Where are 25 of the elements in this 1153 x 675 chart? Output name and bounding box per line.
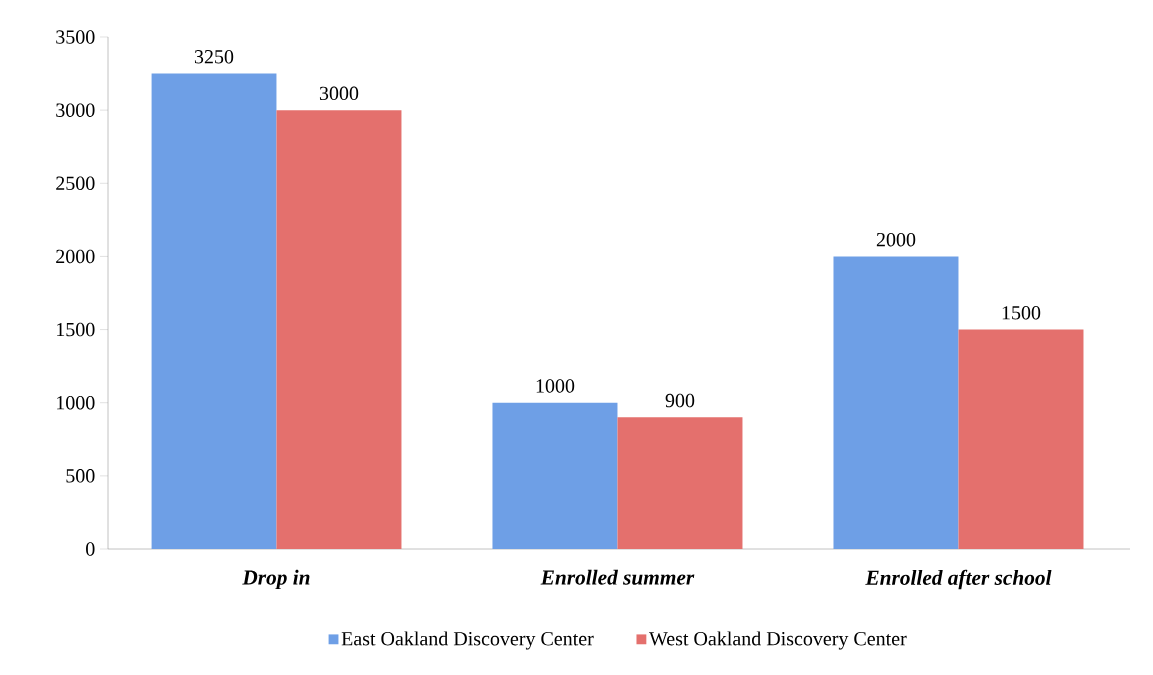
y-tick-label: 3500 — [56, 30, 95, 44]
y-tick-label: 1500 — [57, 322, 95, 337]
legend-label: West Oakland Discovery Center — [649, 631, 907, 650]
bar — [276, 110, 402, 549]
y-tick-label: 2500 — [56, 176, 95, 191]
legend-label: East Oakland Discovery Center — [341, 631, 594, 650]
bar — [833, 256, 959, 549]
data-label: 1500 — [1002, 306, 1041, 320]
y-tick-label: 0 — [86, 542, 95, 556]
x-tick-label: Enrolled after school — [865, 569, 1052, 590]
x-tick-label: Enrolled summer — [540, 569, 695, 585]
x-tick-label: Drop in — [242, 569, 310, 590]
bar — [492, 402, 618, 549]
data-label: 1000 — [536, 379, 575, 393]
data-label: 2000 — [876, 232, 916, 247]
data-label: 3250 — [194, 50, 234, 64]
bar — [617, 417, 743, 549]
data-label: 3000 — [319, 86, 359, 101]
bar — [151, 73, 277, 549]
bar — [958, 329, 1084, 549]
y-tick-label: 3000 — [56, 103, 95, 117]
y-tick-label: 2000 — [56, 249, 95, 264]
data-label: 900 — [665, 393, 695, 408]
y-tick-label: 1000 — [57, 395, 95, 410]
y-tick-label: 500 — [66, 469, 95, 483]
